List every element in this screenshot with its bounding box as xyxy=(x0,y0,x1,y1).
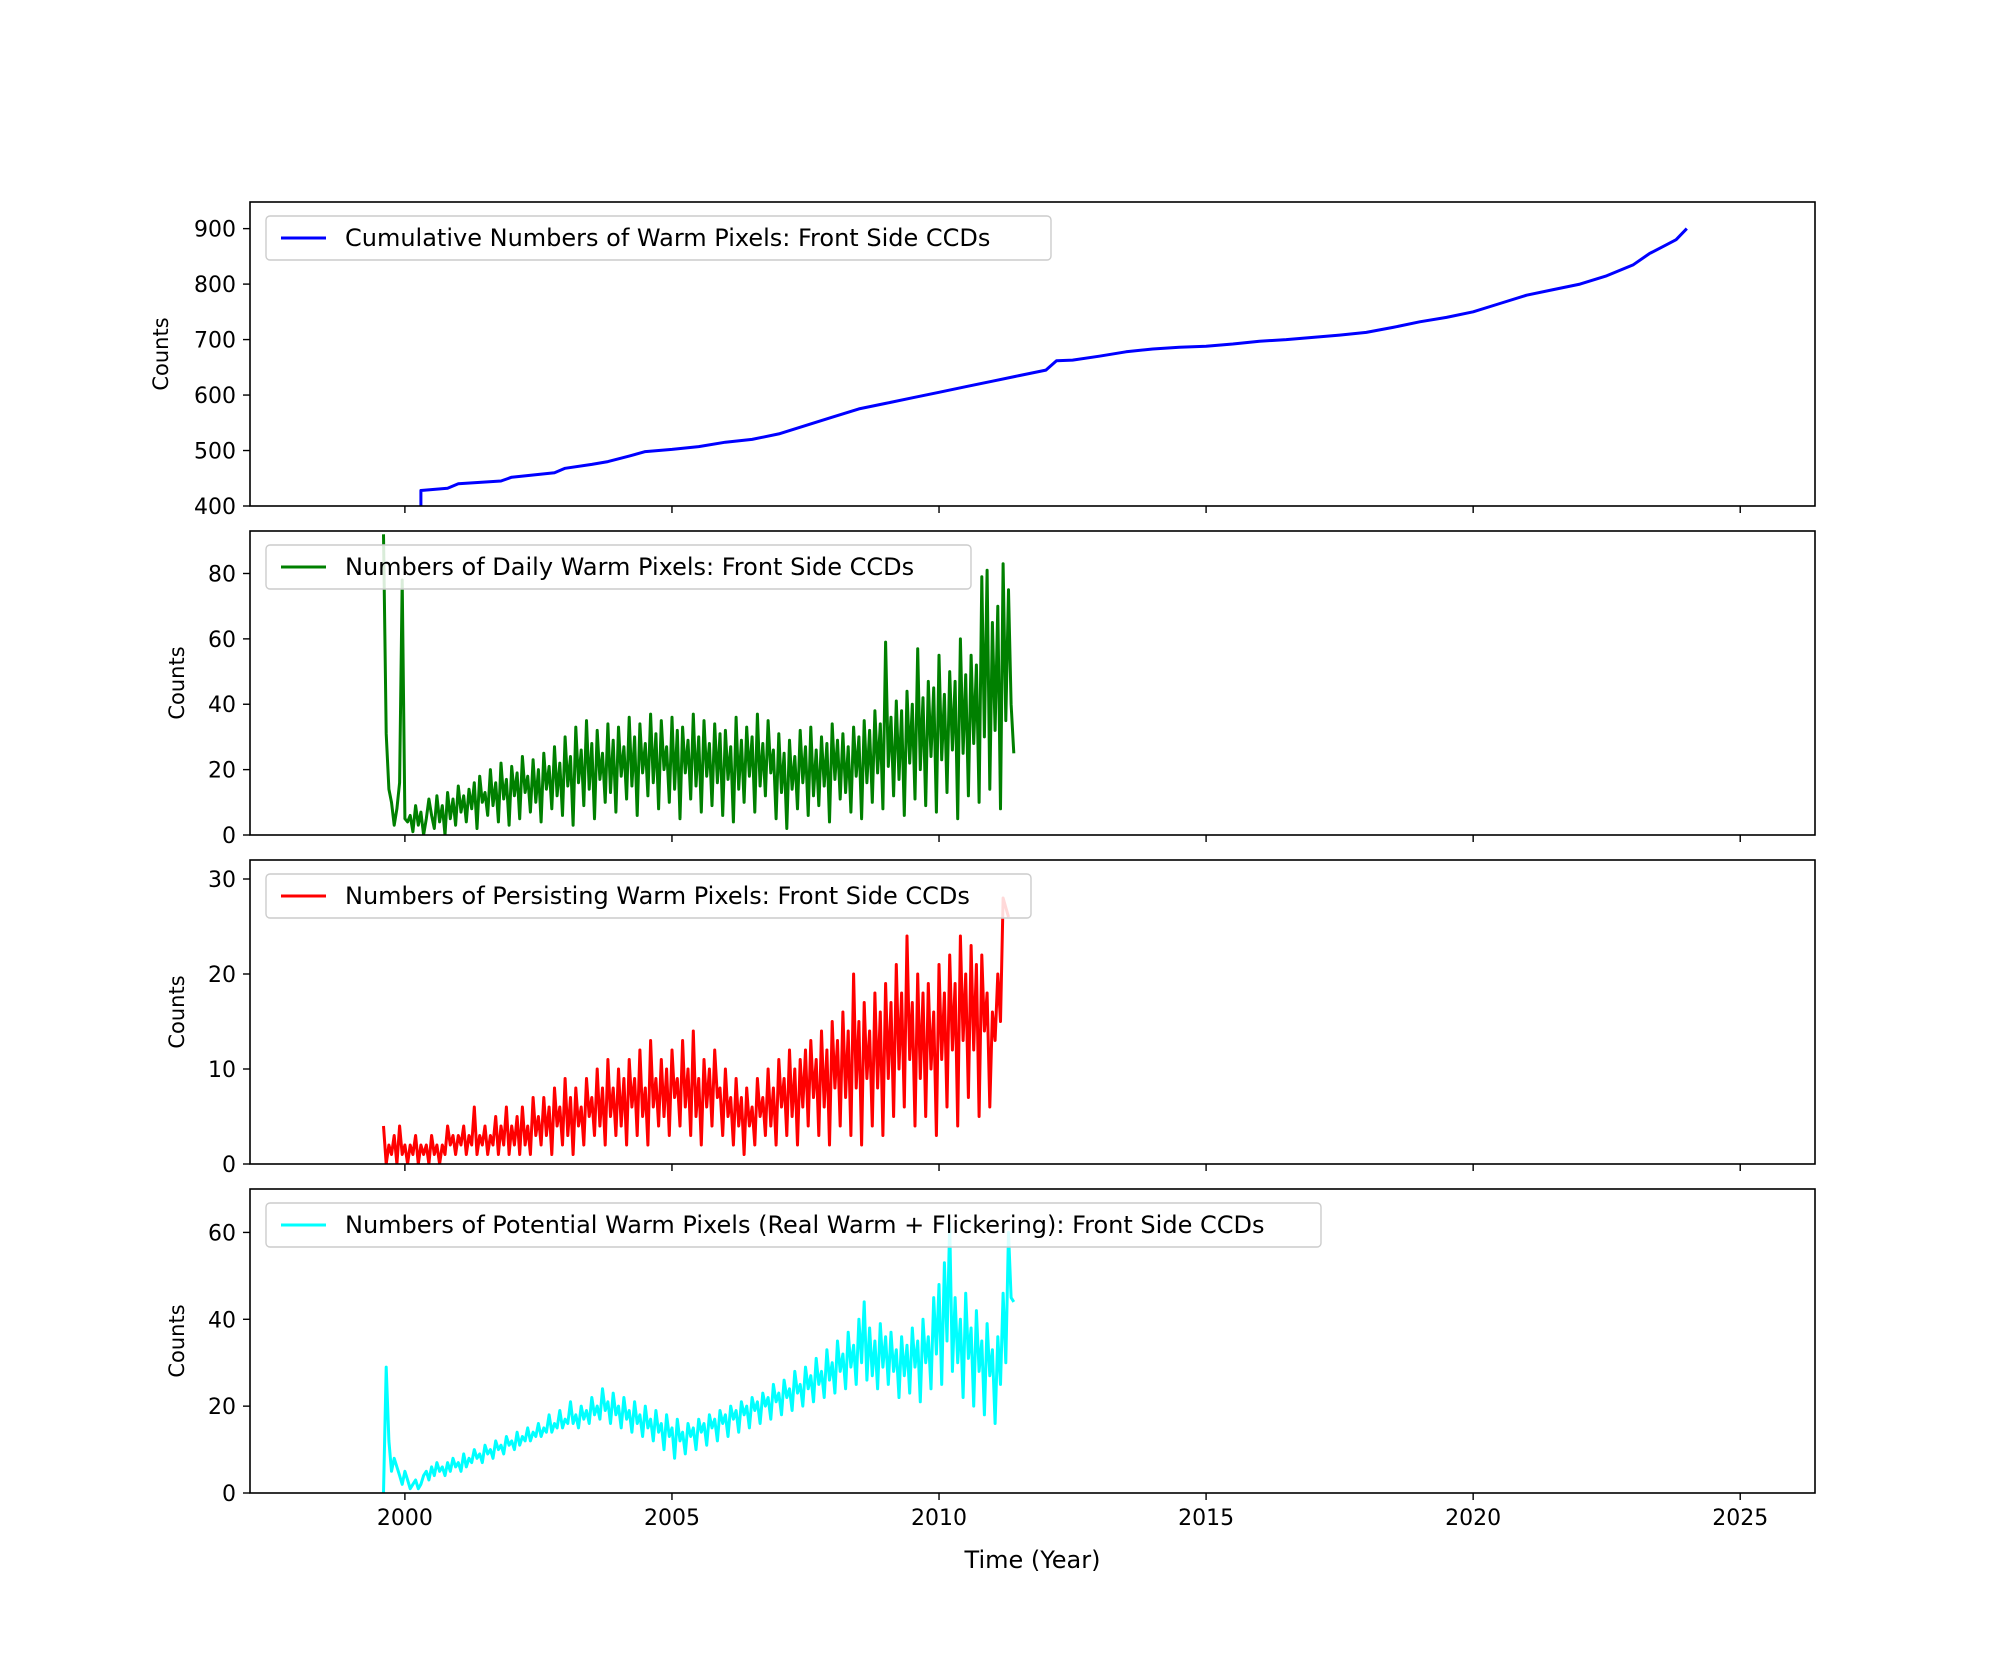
y-axis-label: Counts xyxy=(165,975,189,1048)
x-axis-label: Time (Year) xyxy=(964,1546,1101,1574)
legend-box xyxy=(265,544,972,590)
x-tick-label: 2020 xyxy=(1445,1506,1501,1531)
y-axis-label: Counts xyxy=(149,317,173,390)
series-line-2 xyxy=(382,534,1016,835)
y-tick-label: 500 xyxy=(194,440,236,465)
y-tick-label: 800 xyxy=(194,273,236,298)
legend: Numbers of Persisting Warm Pixels: Front… xyxy=(265,873,1032,919)
axes-frame xyxy=(249,859,1816,1165)
legend-label: Numbers of Persisting Warm Pixels: Front… xyxy=(345,882,970,910)
legend-label: Numbers of Potential Warm Pixels (Real W… xyxy=(345,1211,1264,1239)
y-tick-label: 40 xyxy=(208,1308,236,1333)
x-tick-label: 2000 xyxy=(377,1506,433,1531)
series-line-3 xyxy=(382,896,1010,1164)
y-tick-label: 80 xyxy=(208,562,236,587)
y-tick-label: 40 xyxy=(208,693,236,718)
y-tick-label: 20 xyxy=(208,1395,236,1420)
y-tick-label: 0 xyxy=(222,1153,236,1178)
subplot-3: 0 10 20 30 Counts Numbers of Persisting Warm … xyxy=(165,859,1816,1178)
y-tick-label: 0 xyxy=(222,1482,236,1507)
legend: Numbers of Potential Warm Pixels (Real W… xyxy=(265,1202,1322,1248)
y-tick-label: 20 xyxy=(208,963,236,988)
legend-box xyxy=(265,215,1052,261)
series-line-1 xyxy=(419,227,1688,506)
series-line-4 xyxy=(382,1222,1016,1493)
y-tick-label: 60 xyxy=(208,1221,236,1246)
legend-box xyxy=(265,873,1032,919)
legend-label: Cumulative Numbers of Warm Pixels: Front… xyxy=(345,224,990,252)
x-tick-label: 2010 xyxy=(911,1506,967,1531)
y-axis-label: Counts xyxy=(165,646,189,719)
y-tick-label: 60 xyxy=(208,628,236,653)
y-tick-label: 400 xyxy=(194,495,236,520)
subplot-1: 400 500 600 700 800 900 Counts Cumulative Numbe… xyxy=(149,201,1816,520)
y-tick-label: 700 xyxy=(194,329,236,354)
legend: Numbers of Daily Warm Pixels: Front Side… xyxy=(265,544,972,590)
axes-frame xyxy=(249,1188,1816,1494)
y-tick-label: 0 xyxy=(222,824,236,849)
y-tick-label: 20 xyxy=(208,759,236,784)
x-tick-label: 2015 xyxy=(1178,1506,1234,1531)
axes-frame xyxy=(249,201,1816,507)
y-axis-label: Counts xyxy=(165,1304,189,1377)
subplot-2: 0 20 40 60 80 Counts Numbers of Daily Warm Pix… xyxy=(165,530,1816,849)
y-tick-label: 10 xyxy=(208,1058,236,1083)
x-tick-label: 2005 xyxy=(644,1506,700,1531)
legend-box xyxy=(265,1202,1322,1248)
subplot-4: 0 20 40 60 2000 2005 2010 2015 2020 2025 Counts Num… xyxy=(165,1188,1816,1531)
y-tick-label: 30 xyxy=(208,868,236,893)
legend: Cumulative Numbers of Warm Pixels: Front… xyxy=(265,215,1052,261)
y-tick-label: 900 xyxy=(194,218,236,243)
legend-label: Numbers of Daily Warm Pixels: Front Side… xyxy=(345,553,914,581)
x-tick-label: 2025 xyxy=(1712,1506,1768,1531)
axes-frame xyxy=(249,530,1816,836)
y-tick-label: 600 xyxy=(194,384,236,409)
